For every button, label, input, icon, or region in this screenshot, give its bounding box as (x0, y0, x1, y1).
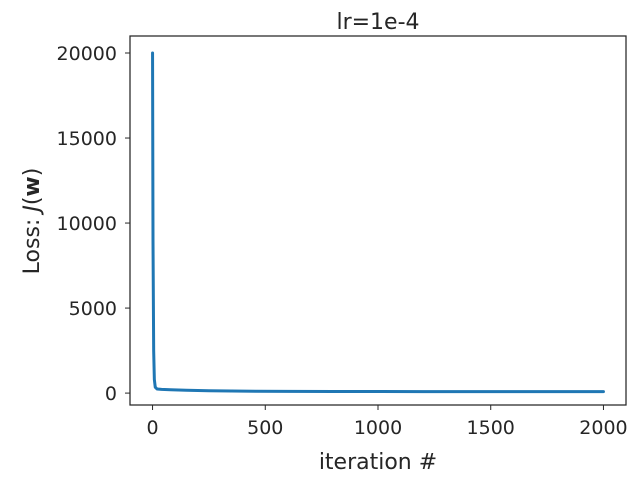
y-axis-label-prefix: Loss: (20, 212, 45, 275)
x-axis-ticks: 0 500 1000 1500 2000 (146, 405, 628, 439)
y-tick-label: 15000 (57, 128, 117, 150)
x-tick-label: 2000 (579, 417, 627, 439)
chart-title: lr=1e-4 (336, 10, 419, 35)
y-tick-label: 5000 (69, 298, 117, 320)
y-axis-label-arg: w (20, 176, 45, 196)
y-axis-label-func: J (20, 205, 45, 216)
y-axis-label-open: ( (20, 197, 45, 206)
x-axis-label: iteration # (319, 450, 437, 475)
x-tick-label: 1000 (354, 417, 402, 439)
x-tick-label: 0 (146, 417, 158, 439)
plot-area (129, 35, 627, 406)
loss-series-line (151, 51, 605, 394)
y-tick-label: 10000 (57, 213, 117, 235)
x-tick-label: 500 (247, 417, 283, 439)
y-tick-label: 20000 (57, 43, 117, 65)
x-tick-label: 1500 (467, 417, 515, 439)
y-tick-label: 0 (105, 383, 117, 405)
y-axis-ticks: 0 5000 10000 15000 20000 (57, 43, 130, 405)
y-axis-label: Loss: J(w) (20, 168, 45, 275)
y-axis-label-close: ) (20, 168, 45, 177)
